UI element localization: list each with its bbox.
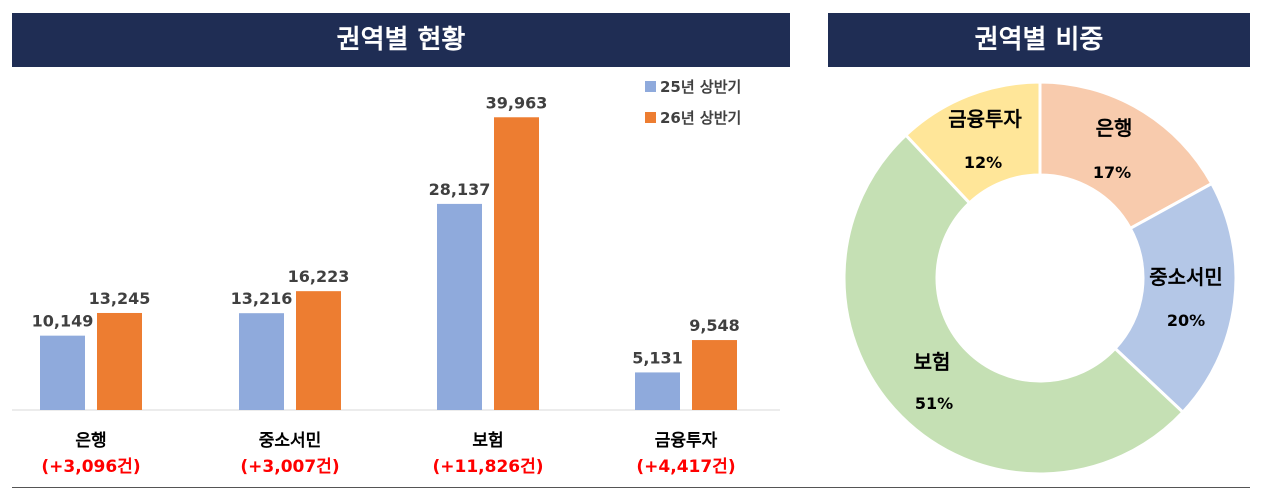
slice-percent-label: 20%: [1167, 311, 1205, 330]
category-label: 중소서민: [259, 431, 322, 451]
bar-value-label: 39,963: [486, 93, 548, 112]
bar-chart-title: 권역별 현황: [12, 13, 790, 67]
bar-chart: 25년 상반기 26년 상반기 10,149 13,245 은행 (+3,096건) 13,…: [12, 78, 780, 477]
bar-value-label: 28,137: [429, 180, 491, 199]
slice-percent-label: 12%: [964, 153, 1002, 172]
bar-value-label: 16,223: [288, 267, 350, 286]
legend-swatch: [645, 112, 656, 123]
category-change-label: (+3,007건): [240, 457, 339, 477]
category-change-label: (+4,417건): [636, 457, 735, 477]
category-label: 보험: [472, 430, 503, 451]
bar-value-label: 5,131: [632, 348, 683, 367]
slice-percent-label: 51%: [915, 394, 953, 413]
donut-slice: [903, 80, 1042, 206]
slice-percent-label: 17%: [1093, 163, 1131, 182]
bar: [635, 372, 680, 410]
slice-label: 은행: [1096, 116, 1133, 140]
bar: [239, 313, 284, 410]
bar: [296, 291, 341, 410]
bar: [40, 335, 85, 410]
bar-value-label: 13,245: [89, 289, 151, 308]
legend-swatch: [645, 81, 656, 92]
category-change-label: (+3,096건): [41, 457, 140, 477]
bar: [494, 117, 539, 410]
bar-value-label: 13,216: [231, 289, 293, 308]
slice-label: 금융투자: [948, 107, 1022, 131]
bar-value-label: 10,149: [32, 312, 94, 331]
bar-value-label: 9,548: [689, 316, 740, 335]
donut-chart-title: 권역별 비중: [828, 13, 1250, 67]
bar: [437, 203, 482, 410]
legend-label: 26년 상반기: [660, 109, 741, 127]
donut-slice: [1112, 181, 1238, 415]
bar: [692, 340, 737, 410]
legend-label: 25년 상반기: [660, 78, 741, 96]
donut-slice: [842, 132, 1186, 476]
bar: [97, 312, 142, 410]
slice-label: 중소서민: [1149, 265, 1223, 289]
slice-label: 보험: [914, 350, 951, 374]
bottom-divider: [12, 487, 1250, 488]
category-label: 은행: [75, 431, 106, 451]
category-change-label: (+11,826건): [432, 457, 543, 477]
category-label: 금융투자: [655, 431, 718, 451]
